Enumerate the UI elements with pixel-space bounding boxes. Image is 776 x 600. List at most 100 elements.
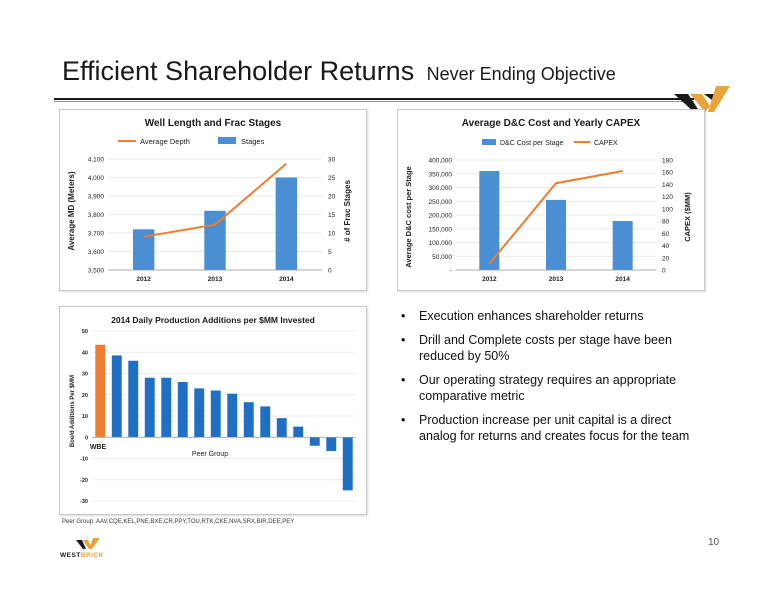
chart1-ylabel: Average MD (Meters) (67, 171, 76, 251)
y2-tick-label: 100 (662, 206, 673, 213)
bar-peer (111, 355, 122, 438)
y-tick-label: - (450, 268, 452, 275)
chart3-peer-label: Peer Group (192, 451, 228, 458)
y2-tick-label: 15 (328, 212, 336, 219)
title-main: Efficient Shareholder Returns (62, 56, 415, 86)
chart2-y2label: CAPEX ($MM) (683, 192, 692, 242)
y-tick-label: -30 (80, 499, 88, 505)
bullet-item: Our operating strategy requires an appro… (397, 372, 697, 404)
title-subtitle: Never Ending Objective (426, 64, 616, 84)
chart2-ylabel: Average D&C cost per Stage (404, 166, 413, 267)
y-tick-label: -20 (80, 478, 88, 484)
bar-2012 (132, 229, 155, 270)
bar-peer (128, 360, 139, 438)
y2-tick-label: 0 (662, 268, 666, 275)
y-tick-label: 30 (82, 372, 88, 378)
logo-word-a: WEST (60, 552, 81, 559)
bar-2013 (204, 210, 226, 270)
page-title: Efficient Shareholder Returns Never Endi… (62, 56, 616, 87)
chart3-title: 2014 Daily Production Additions per $MM … (111, 315, 315, 325)
y2-tick-label: 20 (662, 255, 670, 262)
chart2-legend: D&C Cost per Stage CAPEX (482, 139, 618, 147)
bar-2013 (546, 199, 566, 270)
y-tick-label: 50 (82, 329, 88, 335)
bullet-item: Production increase per unit capital is … (397, 412, 697, 444)
x-tick-label: 2014 (615, 276, 630, 283)
y-tick-label: 150,000 (429, 226, 453, 233)
y-tick-label: 100,000 (429, 240, 453, 247)
y-tick-label: 4,000 (88, 175, 105, 182)
y-tick-label: 3,800 (88, 212, 105, 219)
series-line-capex (488, 170, 623, 265)
y-tick-label: 10 (82, 414, 88, 420)
y-tick-label: 350,000 (429, 171, 453, 178)
y2-tick-label: 180 (662, 158, 673, 165)
y-tick-label: 400,000 (429, 158, 453, 165)
key-points-list: Execution enhances shareholder returns D… (397, 308, 697, 452)
y2-tick-label: 140 (662, 182, 673, 189)
chart1-legend-bar: Stages (241, 137, 265, 146)
y2-tick-label: 20 (328, 194, 336, 201)
series-line-average-depth (143, 162, 287, 238)
y-tick-label: 20 (82, 393, 88, 399)
y-tick-label: -10 (80, 457, 88, 463)
well-length-chart-panel: Well Length and Frac Stages Average Dept… (59, 109, 367, 291)
bar-peer (260, 406, 271, 438)
company-logo: WESTBRICK (60, 538, 116, 568)
page-number: 10 (708, 537, 720, 548)
chart2-legend-line: CAPEX (594, 140, 618, 147)
bar-peer (227, 393, 238, 438)
title-rule-thin (54, 101, 694, 102)
well-length-chart: Well Length and Frac Stages Average Dept… (67, 118, 352, 283)
y2-tick-label: 60 (662, 231, 670, 238)
chart2-title: Average D&C Cost and Yearly CAPEX (462, 118, 641, 129)
bar-2014 (612, 221, 633, 270)
y-tick-label: 4,100 (88, 157, 105, 164)
chart1-legend-line: Average Depth (140, 137, 190, 146)
y2-tick-label: 40 (662, 243, 670, 250)
x-tick-label: 2013 (549, 276, 564, 283)
dc-cost-chart-panel: Average D&C Cost and Yearly CAPEX D&C Co… (397, 109, 705, 291)
logo-wordmark: WESTBRICK (60, 552, 104, 559)
chart1-title: Well Length and Frac Stages (145, 118, 282, 129)
bar-peer (342, 437, 353, 491)
y2-tick-label: 80 (662, 219, 670, 226)
bar-peer (243, 402, 254, 438)
chart1-y2label: # of Frac Stages (343, 180, 352, 242)
bar-peer (326, 437, 337, 452)
bar-peer (177, 382, 188, 438)
bar-peer (144, 377, 155, 438)
company-logo-mark (674, 86, 730, 112)
x-tick-label: 2014 (279, 276, 294, 283)
bullet-item: Execution enhances shareholder returns (397, 308, 697, 324)
bar-2014 (275, 177, 298, 270)
bar-peer (194, 388, 205, 438)
bar-peer (276, 418, 287, 438)
y-tick-label: 200,000 (429, 213, 453, 220)
y2-tick-label: 120 (662, 194, 673, 201)
y2-tick-label: 0 (328, 268, 332, 275)
bar-peer (309, 437, 320, 446)
logo-word-b: BRICK (80, 552, 104, 559)
bar-peer (161, 377, 172, 438)
y-tick-label: 3,700 (88, 231, 105, 238)
bar-wbe (95, 344, 106, 438)
y-tick-label: 40 (82, 350, 88, 356)
bar-peer (293, 426, 304, 438)
chart2-legend-bar: D&C Cost per Stage (500, 140, 564, 147)
production-additions-chart: 2014 Daily Production Additions per $MM … (70, 315, 356, 505)
y-tick-label: 3,900 (88, 194, 105, 201)
peer-group-note: Peer Group: AAV,CQE,KEL,PNE,BXE,CR,PPY,T… (62, 519, 295, 525)
y2-tick-label: 10 (328, 231, 336, 238)
y2-tick-label: 5 (328, 249, 332, 256)
production-additions-chart-panel: 2014 Daily Production Additions per $MM … (59, 306, 367, 515)
chart1-legend: Average Depth Stages (118, 137, 265, 146)
bar-2012 (479, 171, 500, 270)
x-tick-label: 2012 (136, 276, 151, 283)
y-tick-label: 3,500 (88, 268, 105, 275)
y-tick-label: 300,000 (429, 185, 453, 192)
title-rule (54, 98, 694, 100)
y-tick-label: 0 (85, 435, 88, 441)
bullet-item: Drill and Complete costs per stage have … (397, 332, 697, 364)
chart3-wbe-label: WBE (90, 444, 107, 451)
